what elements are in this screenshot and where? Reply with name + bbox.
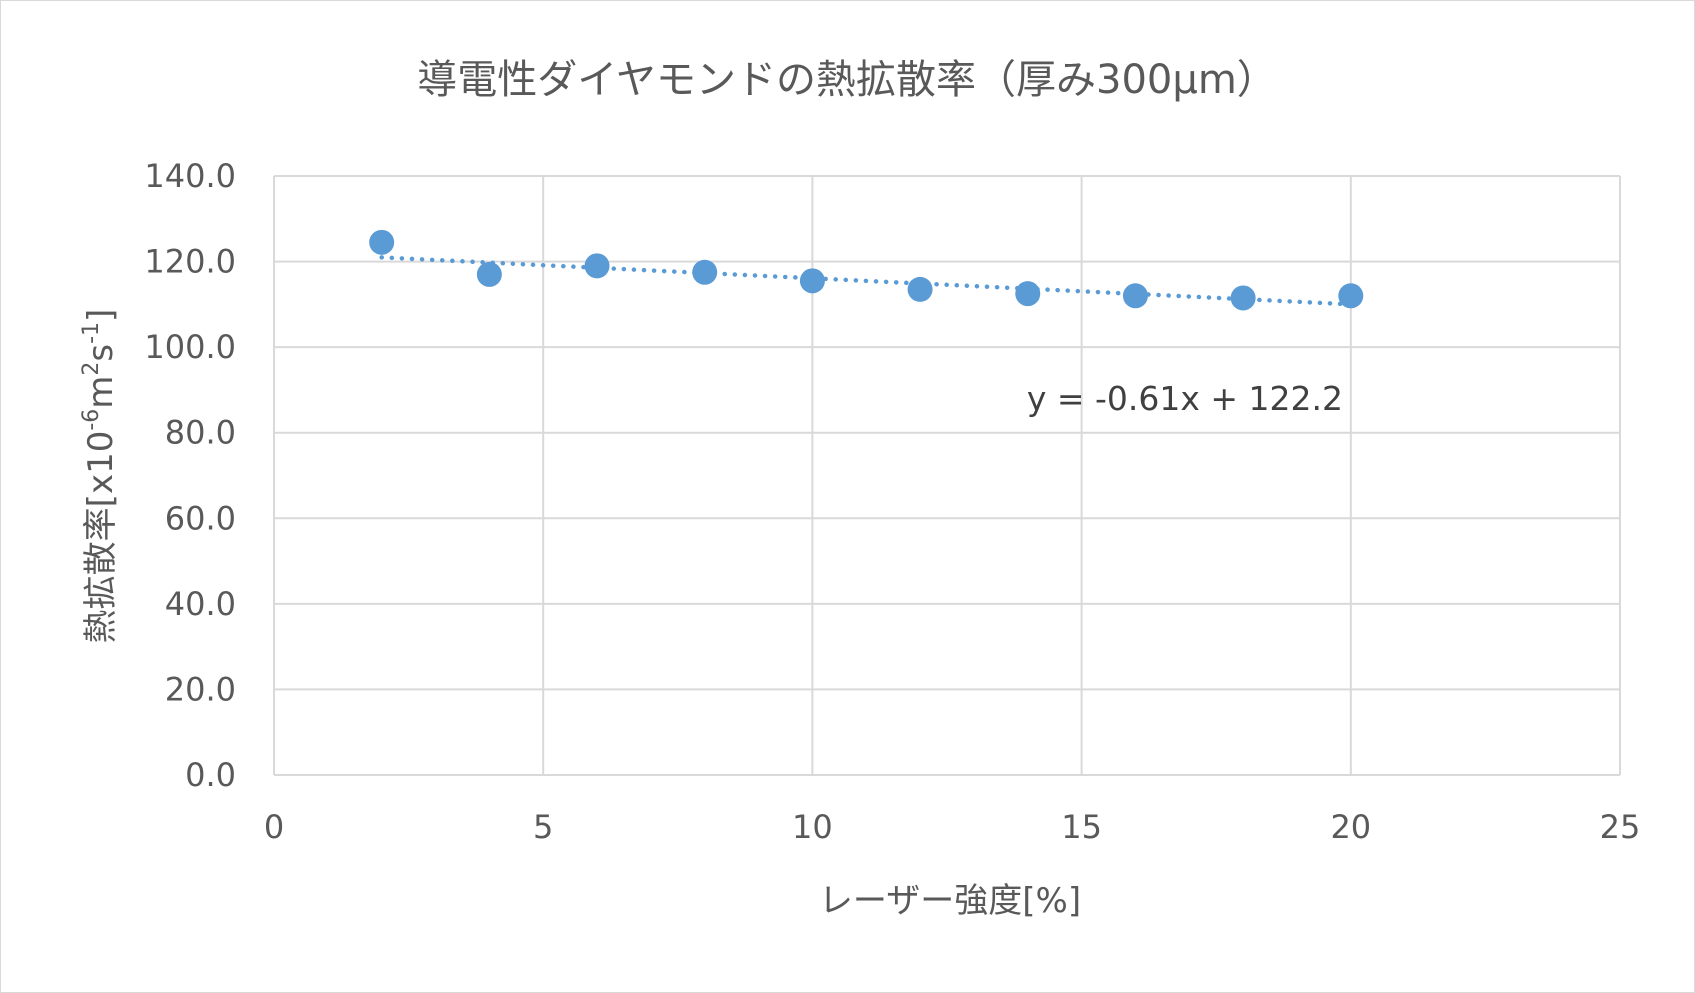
data-point <box>1338 283 1364 309</box>
y-axis-label-mid: m <box>81 376 121 409</box>
x-tick-label: 15 <box>1061 808 1102 846</box>
y-tick-label: 80.0 <box>165 414 236 452</box>
y-tick-label: 120.0 <box>144 243 236 281</box>
x-tick-label: 10 <box>792 808 833 846</box>
y-axis-label-main: 熱拡散率[x10 <box>81 431 121 644</box>
data-point <box>1230 285 1256 311</box>
y-tick-label: 0.0 <box>185 756 236 794</box>
x-tick-label: 5 <box>533 808 553 846</box>
data-point <box>1015 281 1041 307</box>
data-points <box>369 229 1364 311</box>
data-point <box>907 276 933 302</box>
chart-title: 導電性ダイヤモンドの熱拡散率（厚み300µm） <box>417 57 1277 103</box>
grid-layer <box>273 175 1621 776</box>
y-axis-label-exp-1: -6 <box>79 409 104 431</box>
data-point <box>799 268 825 294</box>
trendline <box>379 255 1354 307</box>
y-axis-label-exp-2: 2 <box>79 362 104 376</box>
x-tick-labels: 0 5 10 15 20 25 <box>264 808 1641 846</box>
x-tick-label: 25 <box>1600 808 1641 846</box>
y-axis-label-exp-3: -1 <box>79 322 104 344</box>
data-point <box>476 261 502 287</box>
y-axis-label-end: ] <box>81 309 121 322</box>
data-point <box>369 229 395 255</box>
y-tick-label: 60.0 <box>165 499 236 537</box>
trendline-equation: y = -0.61x + 122.2 <box>1027 379 1343 418</box>
data-point <box>1122 283 1148 309</box>
data-point <box>584 253 610 279</box>
trendline-layer <box>379 255 1354 307</box>
y-tick-label: 100.0 <box>144 328 236 366</box>
y-axis-label-mid-2: s <box>81 344 121 362</box>
x-axis-label: レーザー強度[%] <box>819 881 1081 921</box>
x-tick-label: 0 <box>264 808 284 846</box>
data-point <box>692 259 718 285</box>
y-tick-label: 140.0 <box>144 157 236 195</box>
y-tick-label: 20.0 <box>165 670 236 708</box>
y-tick-label: 40.0 <box>165 585 236 623</box>
y-axis-label: 熱拡散率[x10-6m2s-1] <box>79 309 121 644</box>
x-tick-label: 20 <box>1330 808 1371 846</box>
y-tick-labels: 0.0 20.0 40.0 60.0 80.0 100.0 120.0 140.0 <box>144 157 236 794</box>
